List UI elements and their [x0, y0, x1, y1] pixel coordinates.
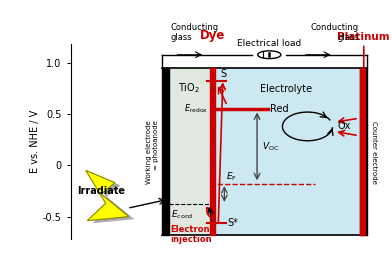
Y-axis label: E vs. NHE / V: E vs. NHE / V	[30, 110, 40, 173]
Text: $V_\mathrm{OC}$: $V_\mathrm{OC}$	[261, 140, 279, 153]
Polygon shape	[86, 170, 129, 221]
Text: Conducting
glass: Conducting glass	[311, 23, 359, 43]
Bar	[212, 68, 367, 235]
Text: Ox: Ox	[337, 121, 350, 131]
Text: Red: Red	[270, 104, 289, 114]
Text: S*: S*	[227, 218, 238, 228]
Text: Conducting
glass: Conducting glass	[171, 23, 219, 43]
Bar	[162, 68, 212, 235]
Polygon shape	[86, 170, 129, 221]
Text: Dye: Dye	[200, 29, 225, 43]
Text: $E_\mathrm{redox}$: $E_\mathrm{redox}$	[184, 103, 208, 115]
Text: Platinum: Platinum	[338, 33, 390, 43]
Text: Electron
injection: Electron injection	[171, 225, 212, 244]
Text: $E_\mathrm{cond}$: $E_\mathrm{cond}$	[171, 208, 193, 221]
Text: Electrical load: Electrical load	[237, 39, 301, 48]
Text: TiO$_2$: TiO$_2$	[178, 82, 200, 95]
Text: Counter electrode: Counter electrode	[371, 121, 377, 183]
Polygon shape	[91, 173, 134, 223]
Text: Working electrode
= photoanode: Working electrode = photoanode	[146, 120, 159, 184]
Text: S: S	[221, 69, 227, 79]
Text: $E_\mathrm{F}$: $E_\mathrm{F}$	[226, 170, 237, 183]
FancyArrowPatch shape	[207, 208, 214, 220]
Text: Irradiate: Irradiate	[77, 186, 125, 196]
Text: Electrolyte: Electrolyte	[260, 83, 312, 93]
